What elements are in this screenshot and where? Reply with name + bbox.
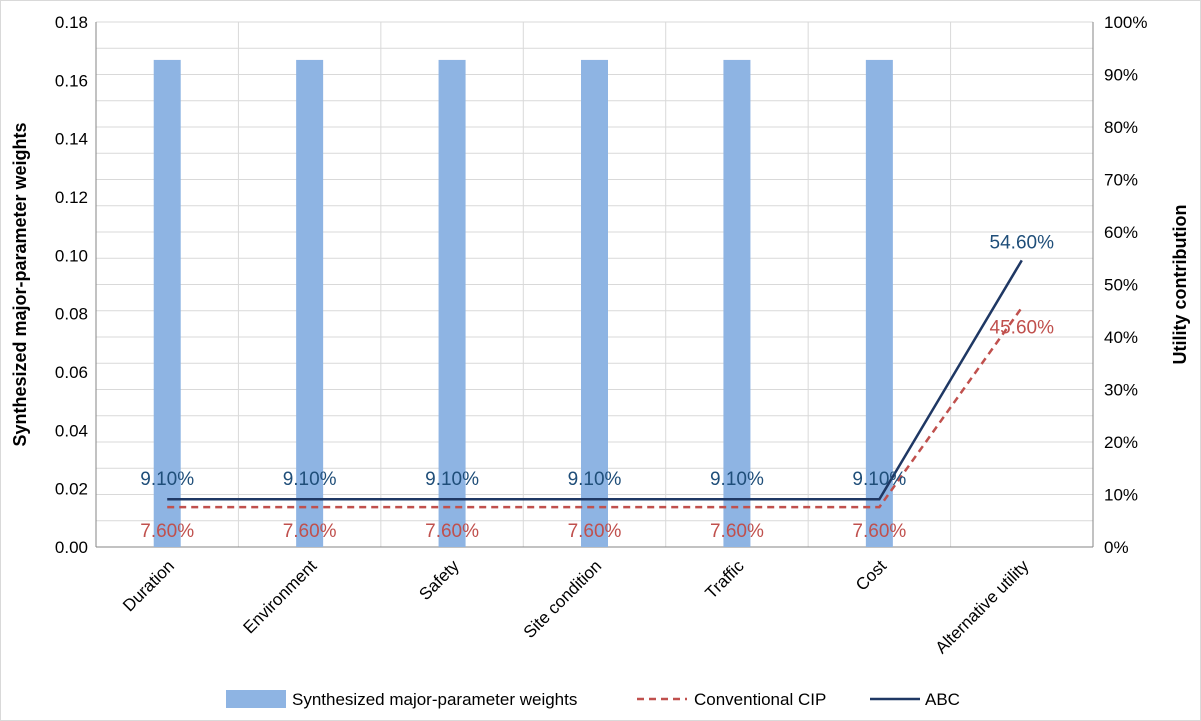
data-label-abc: 9.10% [568, 469, 622, 490]
line-series-conventional-cip [167, 306, 1023, 509]
y2-tick-label: 90% [1104, 66, 1138, 85]
bar [723, 59, 751, 548]
data-label-conventional-cip: 7.60% [710, 521, 764, 542]
data-label-conventional-cip: 45.60% [990, 318, 1055, 339]
y2-tick-label: 80% [1104, 118, 1138, 137]
y-tick-label: 0.12 [55, 188, 88, 207]
y-tick-label: 0.00 [55, 538, 88, 557]
y-tick-label: 0.10 [55, 246, 88, 265]
data-label-conventional-cip: 7.60% [140, 521, 194, 542]
y2-tick-label: 20% [1104, 433, 1138, 452]
x-tick-label: Traffic [702, 556, 749, 603]
legend-label: Conventional CIP [694, 690, 826, 709]
x-tick-label: Duration [119, 556, 178, 615]
bar [581, 59, 608, 548]
y-tick-label: 0.18 [55, 13, 88, 32]
bar [153, 59, 181, 548]
y2-tick-label: 50% [1104, 276, 1138, 295]
y2-axis-title: Utility contribution [1170, 205, 1190, 365]
x-tick-label: Alternative utility [932, 556, 1033, 657]
y-axis-title: Synthesized major-parameter weights [10, 122, 30, 446]
legend-label: Synthesized major-parameter weights [292, 690, 577, 709]
data-label-conventional-cip: 7.60% [283, 521, 337, 542]
y-tick-label: 0.14 [55, 130, 88, 149]
y2-tick-label: 40% [1104, 328, 1138, 347]
data-label-abc: 9.10% [425, 469, 479, 490]
x-tick-label: Environment [240, 556, 321, 637]
y2-tick-label: 10% [1104, 486, 1138, 505]
bar [438, 59, 466, 548]
data-label-abc: 9.10% [140, 469, 194, 490]
x-tick-label: Safety [415, 556, 463, 604]
x-tick-label: Cost [852, 556, 890, 594]
y2-tick-label: 60% [1104, 223, 1138, 242]
y-tick-label: 0.02 [55, 480, 88, 499]
y2-tick-label: 30% [1104, 381, 1138, 400]
y-tick-label: 0.16 [55, 71, 88, 90]
bar [296, 59, 324, 548]
legend-swatch-bar [226, 690, 286, 708]
y2-tick-label: 70% [1104, 171, 1138, 190]
x-tick-label: Site condition [520, 556, 606, 642]
data-label-conventional-cip: 7.60% [852, 521, 906, 542]
y-tick-label: 0.08 [55, 305, 88, 324]
y2-tick-label: 100% [1104, 13, 1147, 32]
data-label-abc: 54.60% [990, 232, 1055, 253]
line-series-abc [167, 259, 1023, 501]
legend-label: ABC [925, 690, 960, 709]
data-label-abc: 9.10% [283, 469, 337, 490]
data-label-conventional-cip: 7.60% [425, 521, 479, 542]
bar [865, 59, 893, 548]
y-tick-label: 0.06 [55, 363, 88, 382]
data-label-abc: 9.10% [710, 469, 764, 490]
data-label-conventional-cip: 7.60% [568, 521, 622, 542]
data-label-abc: 9.10% [852, 469, 906, 490]
y2-tick-label: 0% [1104, 538, 1129, 557]
y-tick-label: 0.04 [55, 421, 88, 440]
